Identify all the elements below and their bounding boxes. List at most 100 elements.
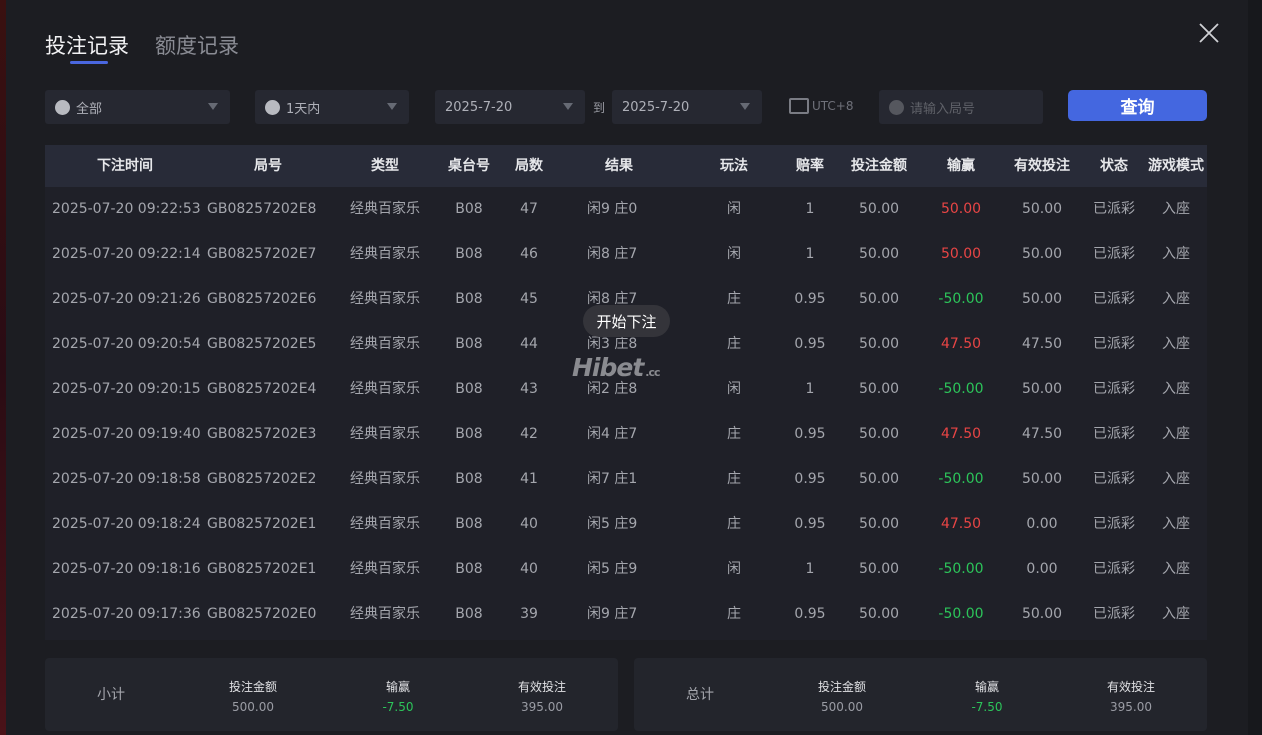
cell-bet-time: 2025-07-20 09:20:54 [52,336,201,352]
date-from-select[interactable]: 2025-7-20 [435,90,585,124]
total-valid-label: 有效投注 [1106,680,1156,694]
cell-table-no: B08 [455,381,483,397]
cell-result: 闲8 庄7 [587,291,638,307]
cell-bet-option: 闲 [727,561,741,577]
cell-odds: 0.95 [794,471,826,487]
total-panel: 总计 投注金额 500.00 输赢 -7.50 有效投注 395.00 [634,658,1207,731]
cell-status: 已派彩 [1093,201,1135,217]
table-row[interactable]: 2025-07-20 09:18:24 GB08257202E1 经典百家乐 B08 4… [45,502,1207,547]
header-bet-amount: 投注金额 [851,158,907,174]
cell-type: 经典百家乐 [350,471,420,487]
cell-type: 经典百家乐 [350,606,420,622]
date-from-value: 2025-7-20 [445,99,513,115]
cell-bet-option: 庄 [727,606,741,622]
subtotal-winloss-value: -7.50 [382,700,414,714]
cell-odds: 0.95 [794,336,826,352]
cell-round-count: 41 [520,471,538,487]
cell-bet-time: 2025-07-20 09:21:26 [52,291,201,307]
cell-valid-bet: 47.50 [1021,426,1063,442]
cell-bet-option: 庄 [727,336,741,352]
cell-result: 闲4 庄7 [587,426,638,442]
cell-odds: 1 [805,201,815,217]
period-value: 1天内 [286,101,321,117]
cell-game-mode: 入座 [1162,201,1190,217]
cell-result: 闲3 庄8 [587,336,638,352]
cell-game-mode: 入座 [1162,291,1190,307]
cell-status: 已派彩 [1093,291,1135,307]
cell-status: 已派彩 [1093,381,1135,397]
cell-odds: 1 [805,246,815,262]
table-row[interactable]: 2025-07-20 09:22:14 GB08257202E7 经典百家乐 B08 4… [45,232,1207,277]
cell-type: 经典百家乐 [350,516,420,532]
cell-type: 经典百家乐 [350,336,420,352]
cell-round-count: 39 [520,606,538,622]
table-row[interactable]: 2025-07-20 09:20:15 GB08257202E4 经典百家乐 B08 4… [45,367,1207,412]
cell-valid-bet: 0.00 [1026,516,1058,532]
table-row[interactable]: 2025-07-20 09:18:58 GB08257202E2 经典百家乐 B08 4… [45,457,1207,502]
cell-result: 闲5 庄9 [587,561,638,577]
total-label: 总计 [686,687,714,703]
cell-valid-bet: 50.00 [1021,471,1063,487]
tab-bet-records[interactable]: 投注记录 [45,30,129,64]
cell-game-mode: 入座 [1162,381,1190,397]
table-row[interactable]: 2025-07-20 09:20:54 GB08257202E5 经典百家乐 B08 4… [45,322,1207,367]
cell-type: 经典百家乐 [350,426,420,442]
cell-win-loss: 50.00 [940,246,982,262]
header-win-loss: 输赢 [947,158,975,174]
cell-win-loss: 47.50 [940,426,982,442]
cell-odds: 0.95 [794,291,826,307]
cell-bet-option: 闲 [727,201,741,217]
cell-bet-time: 2025-07-20 09:20:15 [52,381,201,397]
cell-game-mode: 入座 [1162,561,1190,577]
table-row[interactable]: 2025-07-20 09:22:53 GB08257202E8 经典百家乐 B08 4… [45,187,1207,232]
cell-round-count: 42 [520,426,538,442]
cell-round-no: GB08257202E3 [207,426,317,442]
to-label: 到 [593,101,606,115]
cell-status: 已派彩 [1093,246,1135,262]
table-row[interactable]: 2025-07-20 09:19:40 GB08257202E3 经典百家乐 B08 4… [45,412,1207,457]
watermark-logo: Hibet .cc [572,353,661,382]
header-table-no: 桌台号 [448,158,490,174]
cell-result: 闲2 庄8 [587,381,638,397]
game-type-select[interactable]: 全部 [45,90,230,124]
table-row[interactable]: 2025-07-20 09:17:36 GB08257202E0 经典百家乐 B08 3… [45,592,1207,637]
total-valid-value: 395.00 [1109,700,1152,714]
cell-table-no: B08 [455,291,483,307]
cell-table-no: B08 [455,246,483,262]
bet-records-table: 下注时间 局号 类型 桌台号 局数 结果 玩法 赔率 投注金额 输赢 有效投注 状态 游戏模式 2025… [45,145,1207,640]
cell-result: 闲9 庄7 [587,606,638,622]
cell-bet-amount: 50.00 [858,246,900,262]
header-bet-time: 下注时间 [97,158,153,174]
cell-bet-amount: 50.00 [858,336,900,352]
tab-credit-records[interactable]: 额度记录 [155,34,239,58]
cell-bet-amount: 50.00 [858,561,900,577]
cell-round-count: 47 [520,201,538,217]
round-number-input[interactable]: 请输入局号 [879,90,1043,124]
cell-status: 已派彩 [1093,336,1135,352]
query-button[interactable]: 查询 [1068,90,1207,121]
period-select[interactable]: 1天内 [255,90,409,124]
cell-round-no: GB08257202E7 [207,246,317,262]
cell-bet-option: 庄 [727,291,741,307]
subtotal-valid-value: 395.00 [520,700,563,714]
cell-round-no: GB08257202E1 [207,561,317,577]
table-row[interactable]: 2025-07-20 09:18:16 GB08257202E1 经典百家乐 B08 4… [45,547,1207,592]
cell-result: 闲5 庄9 [587,516,638,532]
cell-odds: 1 [805,561,815,577]
cell-type: 经典百家乐 [350,291,420,307]
background-right [1248,0,1262,735]
date-to-select[interactable]: 2025-7-20 [612,90,762,124]
round-icon [889,99,904,115]
table-row[interactable]: 2025-07-20 09:21:26 GB08257202E6 经典百家乐 B08 4… [45,277,1207,322]
close-icon[interactable] [1198,22,1220,44]
caret-down-icon [208,103,218,110]
cell-bet-option: 闲 [727,246,741,262]
cell-table-no: B08 [455,561,483,577]
start-betting-toast: 开始下注 [583,305,670,337]
caret-down-icon [387,103,397,110]
cell-round-count: 44 [520,336,538,352]
cell-table-no: B08 [455,471,483,487]
cell-table-no: B08 [455,336,483,352]
cell-result: 闲9 庄0 [587,201,638,217]
cell-status: 已派彩 [1093,471,1135,487]
